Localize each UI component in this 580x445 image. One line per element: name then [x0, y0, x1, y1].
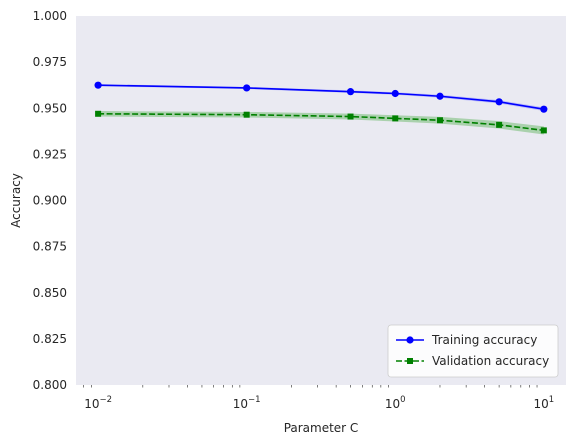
data-point — [496, 121, 503, 128]
y-axis-label: Accuracy — [9, 173, 23, 228]
legend: Training accuracy Validation accuracy — [387, 324, 559, 378]
data-point — [243, 84, 251, 92]
data-point — [540, 105, 548, 113]
x-tick-label: 100 — [385, 395, 406, 411]
x-tick-label: 10−1 — [233, 395, 261, 411]
y-tick-label: 0.925 — [33, 147, 67, 161]
legend-entry-label: Validation accuracy — [432, 354, 549, 368]
data-point — [436, 92, 444, 100]
data-point — [391, 89, 399, 98]
y-axis-ticks: 0.800 0.825 0.850 0.875 0.900 0.925 0.950 0.975… — [33, 9, 67, 392]
legend-swatch-marker — [406, 336, 414, 344]
data-point — [540, 127, 547, 134]
data-point — [392, 115, 399, 122]
data-point — [347, 113, 354, 120]
y-tick-label: 0.875 — [33, 240, 67, 254]
series-markers — [94, 81, 548, 134]
data-point — [95, 110, 102, 117]
data-point — [243, 111, 250, 118]
y-tick-label: 0.950 — [33, 101, 67, 115]
legend-swatch-marker — [407, 358, 413, 364]
data-point — [495, 98, 503, 106]
y-tick-label: 0.975 — [33, 55, 67, 69]
plot-area — [76, 16, 566, 385]
y-tick-label: 1.000 — [33, 9, 67, 23]
data-point — [94, 81, 102, 89]
series-band — [98, 111, 544, 135]
y-tick-label: 0.800 — [33, 378, 67, 392]
legend-box — [387, 324, 559, 378]
x-axis-ticks: 10−2 10−1 100 101 — [83, 385, 554, 411]
x-axis-label: Parameter C — [284, 421, 359, 435]
x-tick-label: 101 — [533, 395, 554, 411]
y-tick-label: 0.825 — [33, 332, 67, 346]
x-tick-label: 10−2 — [84, 395, 112, 411]
y-tick-label: 0.850 — [33, 286, 67, 300]
data-point — [436, 117, 443, 124]
data-point — [346, 88, 355, 96]
legend-entry-label: Training accuracy — [431, 333, 537, 347]
y-tick-label: 0.900 — [33, 194, 67, 208]
